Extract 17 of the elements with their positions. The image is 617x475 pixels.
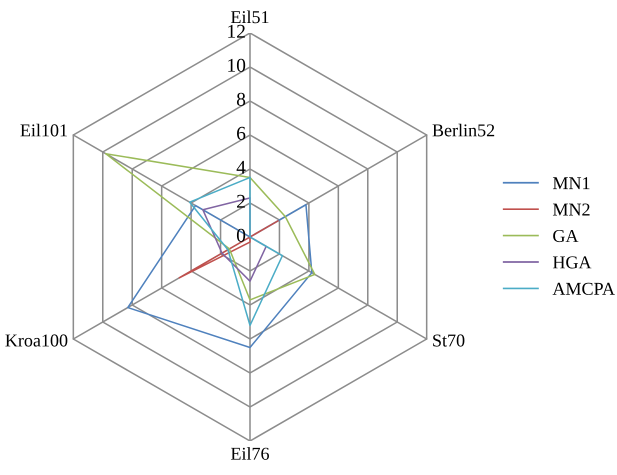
spoke-label: Kroa100: [5, 334, 68, 347]
y-tick-label: 0: [236, 228, 246, 242]
legend-label: HGA: [552, 256, 592, 268]
y-tick-label: 6: [237, 126, 246, 140]
y-tick-label: 12: [228, 24, 245, 38]
y-tick-label: 8: [236, 92, 246, 106]
spoke-label: Eil51: [230, 10, 268, 24]
spoke-label: Eil101: [20, 124, 67, 136]
legend-label: GA: [553, 230, 578, 242]
legend-label: MN1: [552, 177, 590, 190]
spoke-label: St70: [433, 334, 464, 347]
y-tick-label: 10: [228, 58, 246, 72]
legend-label: MN2: [552, 204, 590, 216]
legend-label: AMCPA: [552, 282, 615, 295]
spoke-label: Eil76: [230, 447, 270, 460]
y-tick-label: 4: [236, 160, 246, 174]
spoke-label: Berlin52: [432, 124, 494, 136]
